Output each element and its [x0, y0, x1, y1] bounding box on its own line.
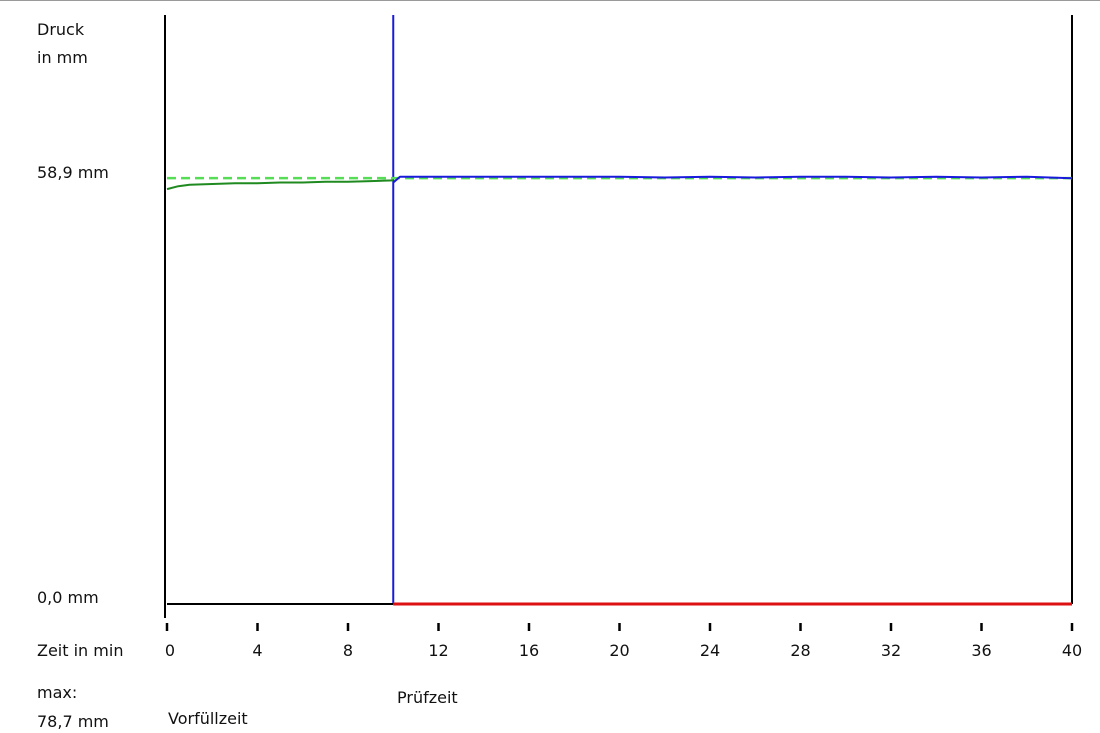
- y-top-value-label: 58,9 mm: [37, 163, 109, 182]
- x-tick-label: 16: [519, 641, 539, 660]
- x-tick-label: 36: [971, 641, 991, 660]
- y-axis-title-line2: in mm: [37, 48, 88, 67]
- series-line-prefill: [166, 179, 394, 191]
- series-group: [166, 175, 1073, 191]
- x-tick-label: 4: [252, 641, 262, 660]
- y-axis-title-line1: Druck: [37, 20, 85, 39]
- phase-label-prefill: Vorfüllzeit: [168, 709, 248, 728]
- x-tick-label: 20: [609, 641, 629, 660]
- max-value: 78,7 mm: [37, 712, 109, 731]
- series-line-test: [392, 175, 1073, 184]
- x-tick-label: 8: [343, 641, 353, 660]
- x-ticks-group: 0 4 8 12 16 20 24 28 32 36 40: [165, 623, 1082, 660]
- max-label: max:: [37, 683, 78, 702]
- x-tick-label: 28: [790, 641, 810, 660]
- x-tick-label: 12: [428, 641, 448, 660]
- x-axis-title: Zeit in min: [37, 641, 124, 660]
- x-tick-label: 40: [1062, 641, 1082, 660]
- x-tick-label: 32: [881, 641, 901, 660]
- axes-group: [164, 15, 1073, 618]
- y-zero-value-label: 0,0 mm: [37, 588, 99, 607]
- x-tick-label: 24: [700, 641, 720, 660]
- phase-label-test: Prüfzeit: [397, 688, 458, 707]
- x-tick-label: 0: [165, 641, 175, 660]
